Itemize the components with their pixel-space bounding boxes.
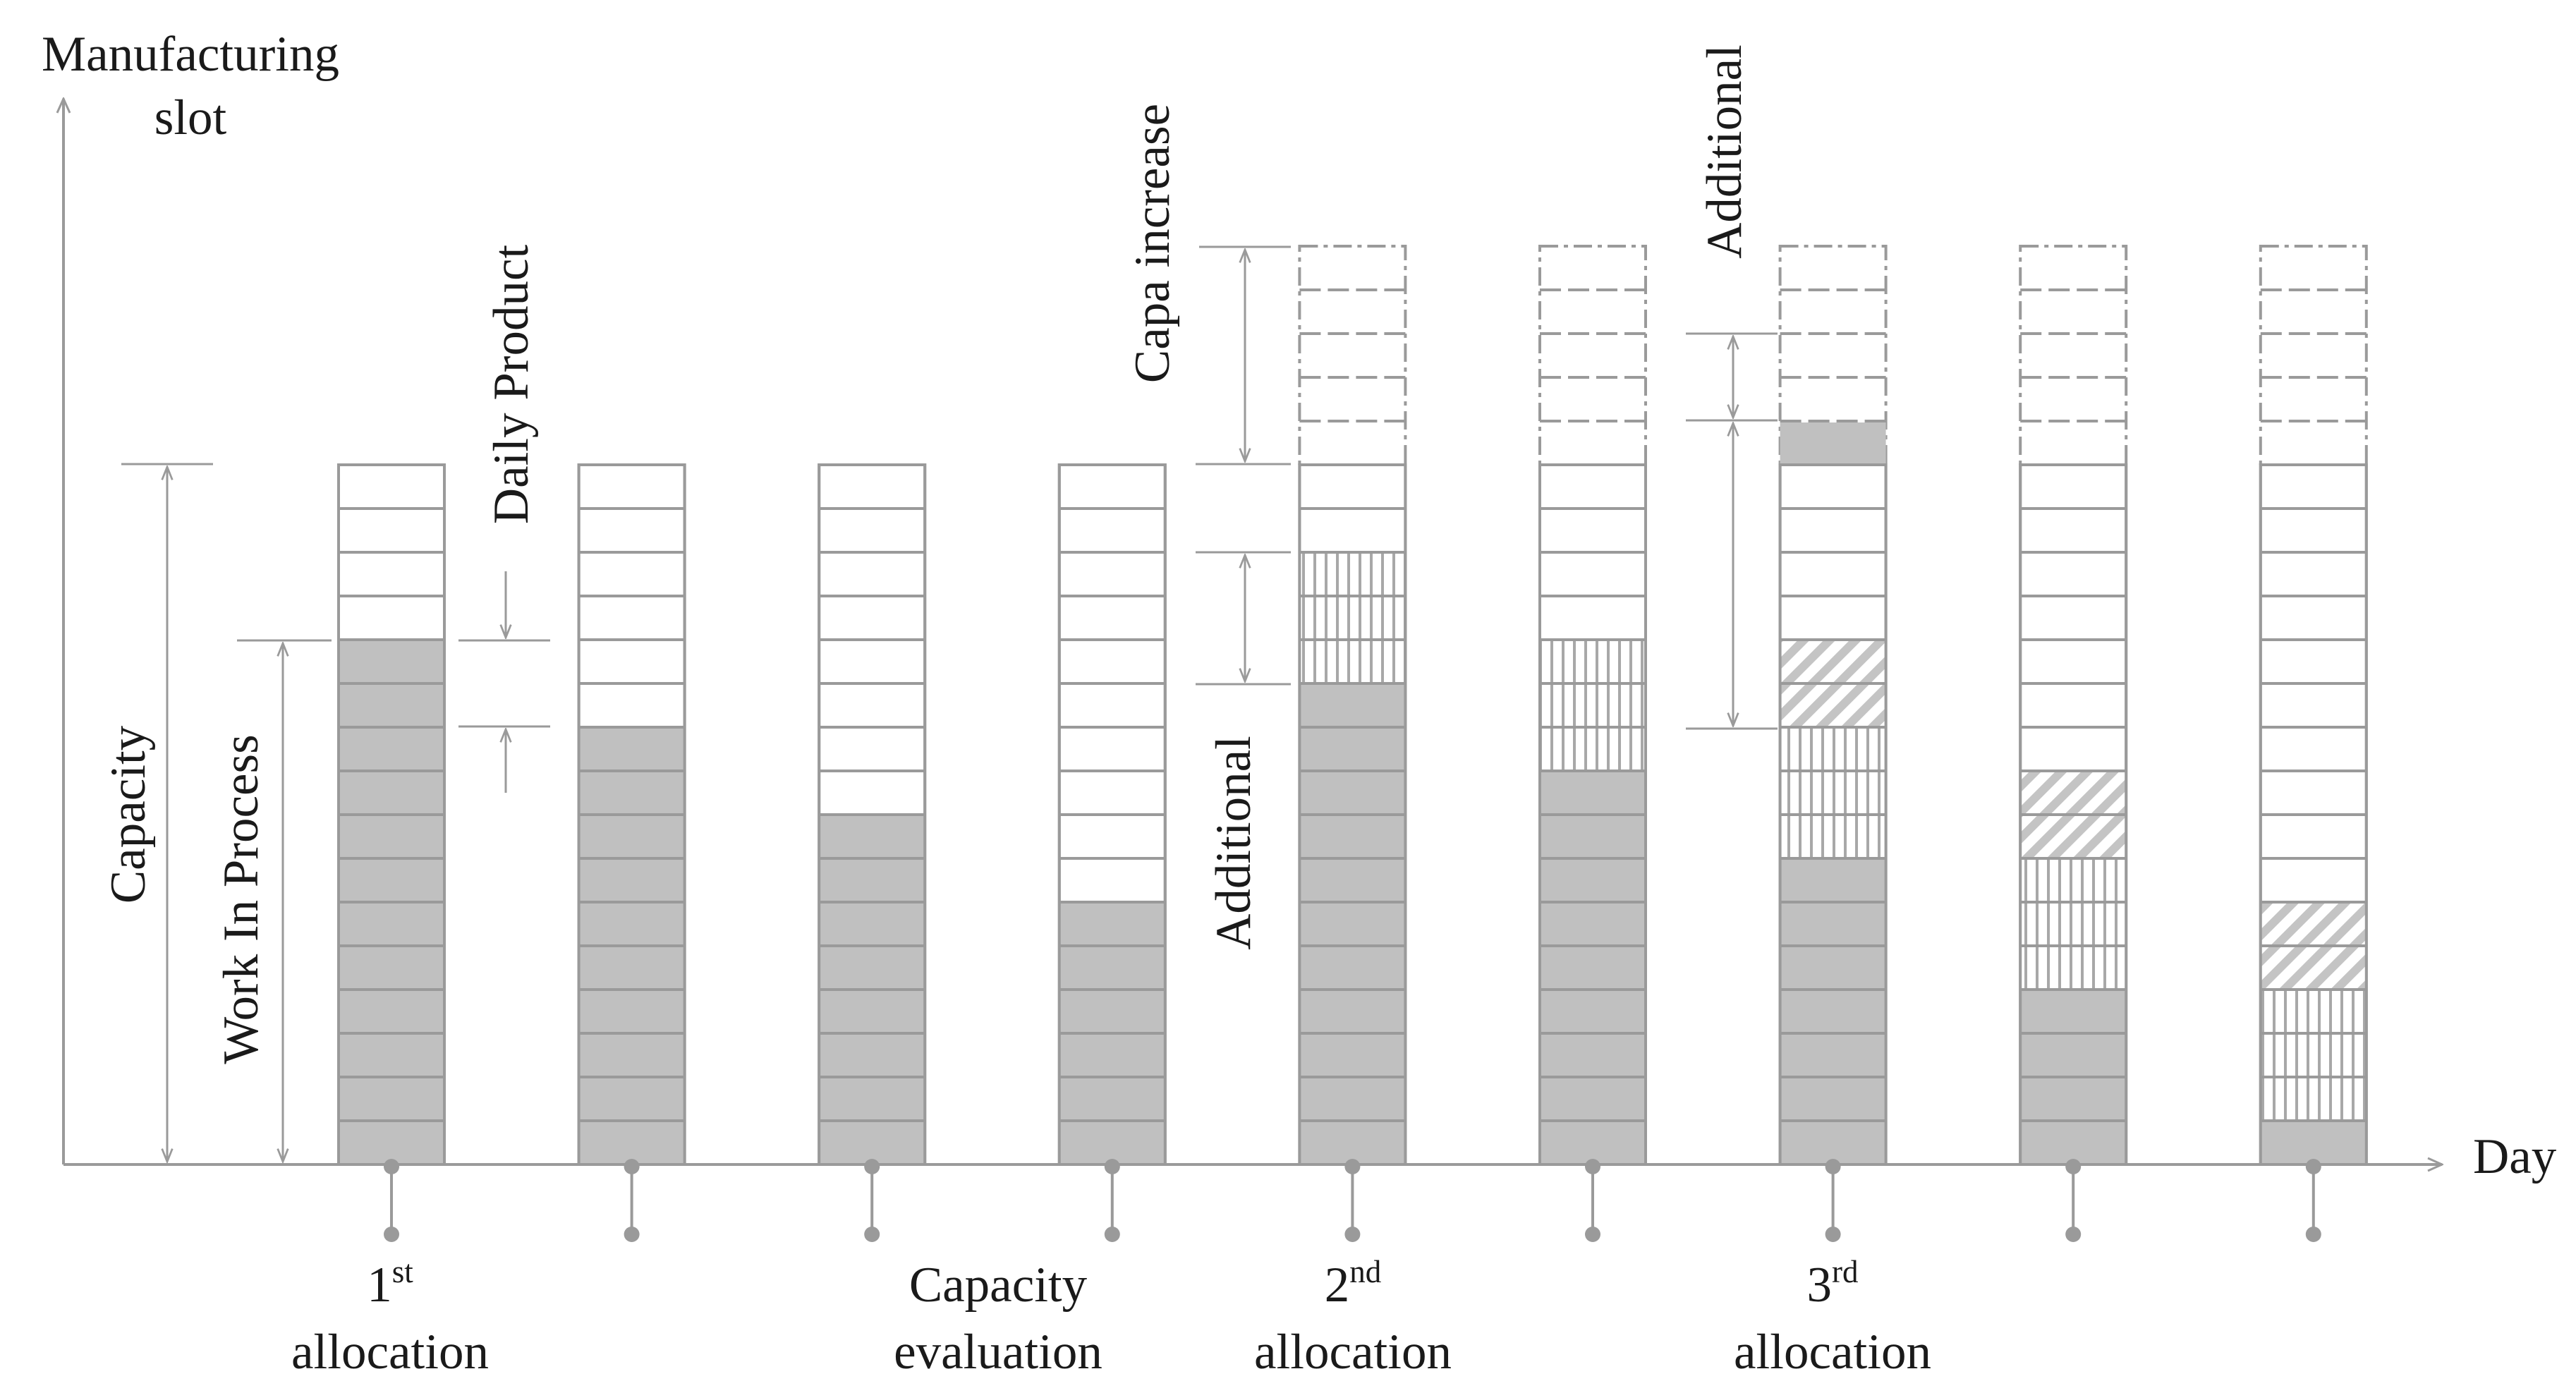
day-marker-bottom-dot	[2065, 1227, 2082, 1242]
day-marker-bottom-dot	[1585, 1227, 1600, 1242]
day-marker-top-dot	[2305, 1159, 2321, 1174]
day-bar-9	[2259, 245, 2368, 1166]
first-allocation-number: 1st	[367, 1254, 413, 1313]
first-allocation-sup: st	[392, 1254, 414, 1289]
wip-overflow-fill	[1780, 422, 1886, 465]
capacity-increase-slots	[2259, 245, 2368, 466]
second-allocation-word: allocation	[1254, 1325, 1452, 1380]
second-allocation-fill	[1299, 552, 1406, 683]
capacity-increase-slots	[2019, 245, 2128, 466]
day-marker-3	[864, 1159, 880, 1242]
day-marker-bottom-dot	[624, 1227, 640, 1242]
day-marker-top-dot	[384, 1159, 399, 1174]
day-marker-bottom-dot	[1104, 1227, 1120, 1242]
second-allocation-fill	[2260, 990, 2367, 1121]
day-marker-top-dot	[1825, 1159, 1841, 1174]
second-allocation-num: 2	[1325, 1258, 1350, 1313]
day-marker-top-dot	[864, 1159, 880, 1174]
event-labels: 1st allocation Capacity evaluation 2nd a…	[291, 1254, 1931, 1380]
day-bar-4	[1057, 463, 1167, 1166]
day-marker-top-dot	[2065, 1159, 2082, 1174]
day-marker-bottom-dot	[1825, 1227, 1841, 1242]
y-axis-label-line2: slot	[154, 90, 227, 145]
third-allocation-sup: rd	[1832, 1254, 1859, 1289]
wip-fill	[1540, 771, 1646, 1164]
second-allocation-sup: nd	[1349, 1254, 1381, 1289]
second-allocation-fill	[1780, 727, 1886, 858]
day-marker-top-dot	[1585, 1159, 1600, 1174]
day-marker-8	[2065, 1159, 2082, 1242]
day-marker-bottom-dot	[384, 1227, 399, 1242]
day-marker-top-dot	[624, 1159, 640, 1174]
capacity-label: Capacity	[101, 725, 156, 904]
day-marker-bottom-dot	[864, 1227, 880, 1242]
day-marker-top-dot	[1344, 1159, 1361, 1174]
daily-product-label: Daily Product	[484, 245, 539, 525]
additional-lower-label: Additional	[1206, 736, 1261, 950]
annotations: Capacity Work In Process Daily Product C…	[101, 44, 1778, 1162]
capacity-increase-slots	[1538, 245, 1647, 466]
capa-increase-label: Capa increase	[1125, 104, 1180, 383]
wip-label: Work In Process	[214, 734, 269, 1064]
third-allocation-num: 3	[1807, 1258, 1833, 1313]
day-bar-7	[1778, 245, 1888, 1166]
day-marker-4	[1104, 1159, 1120, 1242]
capacity-evaluation-line2: evaluation	[894, 1325, 1102, 1380]
wip-fill	[1780, 858, 1886, 1164]
additional-upper-label: Additional	[1697, 44, 1752, 259]
second-allocation-fill	[2020, 858, 2127, 990]
wip-fill	[2260, 1121, 2367, 1164]
day-bar-3	[818, 463, 927, 1166]
timeline-markers	[384, 1159, 2321, 1242]
day-bar-6	[1538, 245, 1647, 1166]
first-allocation-word: allocation	[291, 1325, 489, 1380]
day-marker-bottom-dot	[1344, 1227, 1361, 1242]
day-marker-2	[624, 1159, 640, 1242]
day-marker-bottom-dot	[2305, 1227, 2321, 1242]
second-allocation-number: 2nd	[1325, 1254, 1382, 1313]
capacity-evaluation-line1: Capacity	[909, 1258, 1088, 1313]
day-bar-8	[2019, 245, 2128, 1166]
third-allocation-word: allocation	[1734, 1325, 1931, 1380]
day-bars	[337, 245, 2368, 1166]
wip-fill	[1299, 683, 1406, 1164]
day-marker-1	[384, 1159, 399, 1242]
capacity-increase-slots	[1298, 245, 1407, 466]
day-bar-1	[337, 463, 446, 1166]
y-axis-label-line1: Manufacturing	[42, 27, 339, 82]
day-marker-9	[2305, 1159, 2321, 1242]
day-bar-5	[1298, 245, 1407, 1166]
day-marker-5	[1344, 1159, 1361, 1242]
day-marker-6	[1585, 1159, 1600, 1242]
day-marker-top-dot	[1104, 1159, 1120, 1174]
first-allocation-num: 1	[367, 1258, 392, 1313]
x-axis-label: Day	[2473, 1129, 2557, 1184]
third-allocation-number: 3rd	[1807, 1254, 1859, 1313]
second-allocation-fill	[1540, 640, 1646, 771]
day-bar-2	[577, 463, 686, 1166]
day-marker-7	[1825, 1159, 1841, 1242]
